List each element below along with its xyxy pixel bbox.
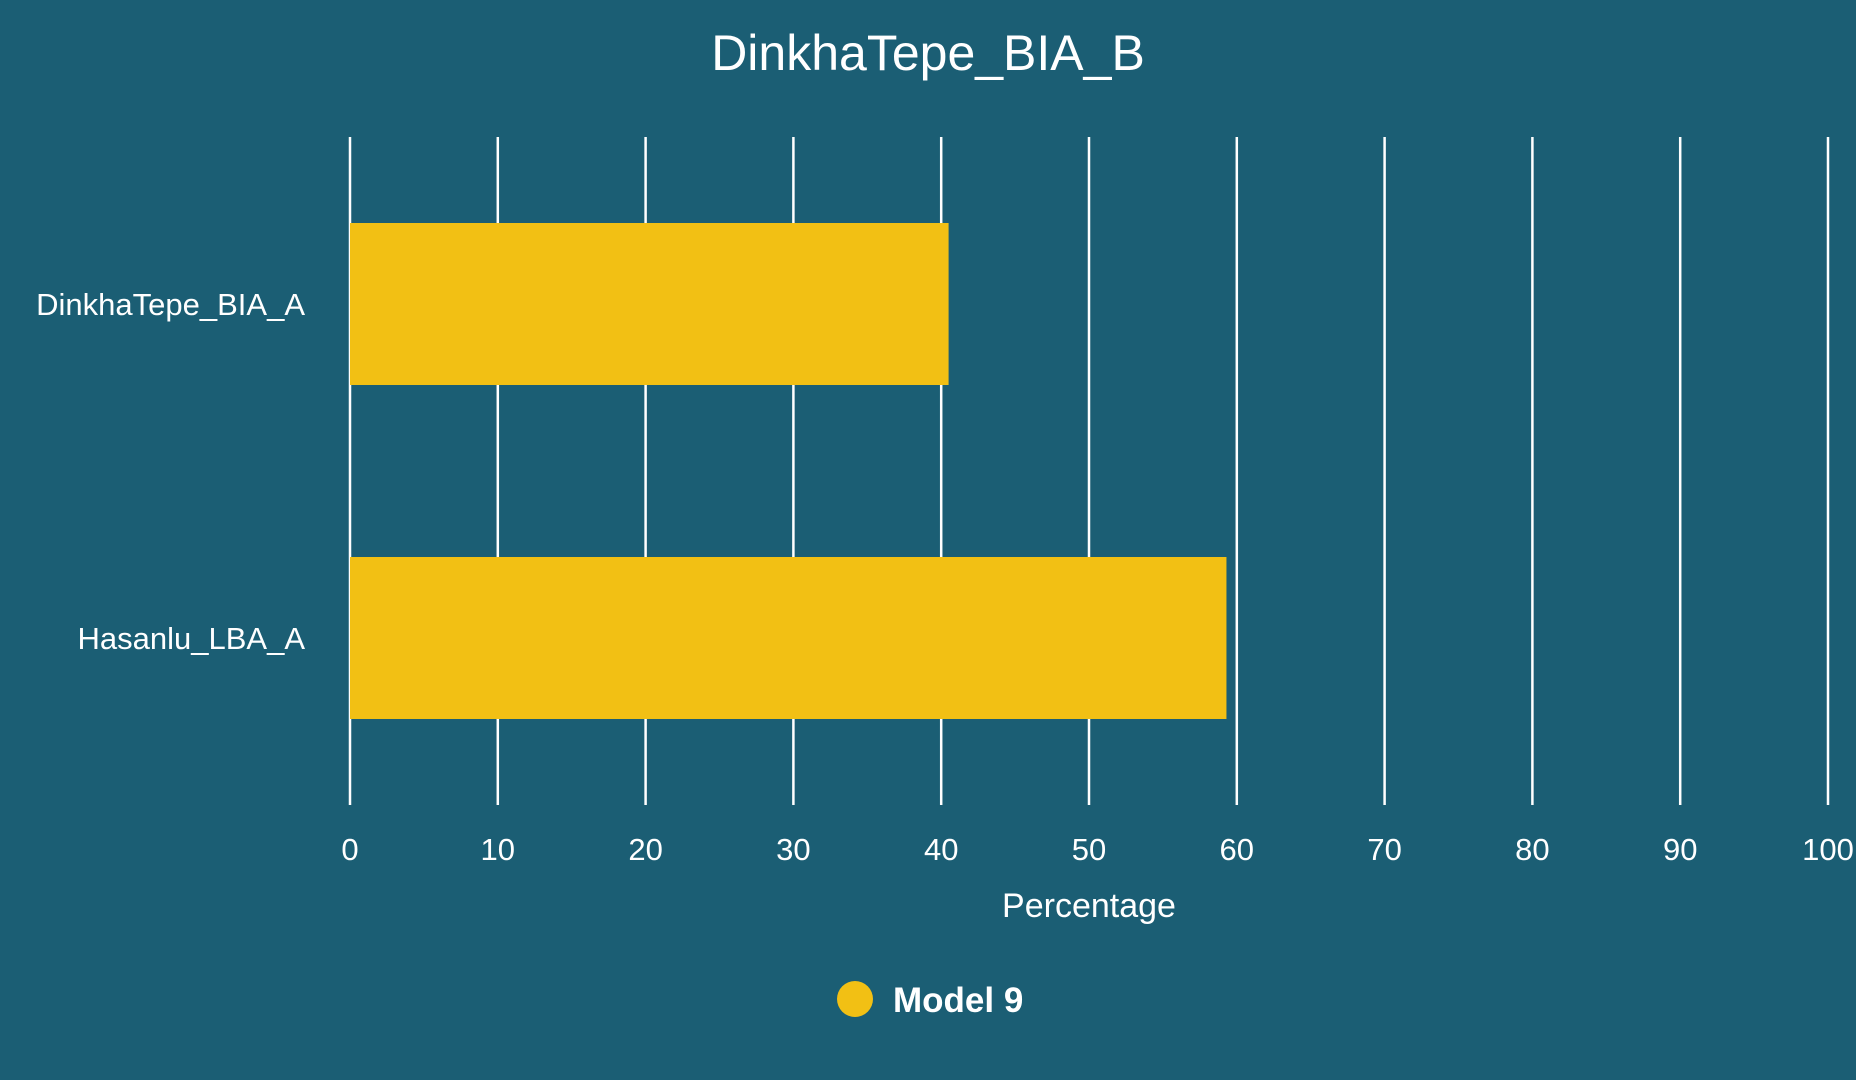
bars [350, 223, 1227, 719]
bar-hasanlu-lba-a[interactable] [350, 557, 1227, 719]
x-tick-labels: 0 10 20 30 40 50 60 70 80 90 100 [341, 832, 1853, 867]
category-labels: DinkhaTepe_BIA_A Hasanlu_LBA_A [36, 287, 305, 656]
x-tick-label-50: 50 [1072, 832, 1106, 867]
category-label-hasanlu-lba-a: Hasanlu_LBA_A [78, 621, 306, 656]
x-tick-label-80: 80 [1515, 832, 1549, 867]
category-label-dinkhatepe-bia-a: DinkhaTepe_BIA_A [36, 287, 305, 322]
legend-swatch [837, 981, 873, 1017]
x-tick-label-10: 10 [481, 832, 515, 867]
bar-dinkhatepe-bia-a[interactable] [350, 223, 949, 385]
x-tick-label-0: 0 [341, 832, 358, 867]
legend[interactable]: Model 9 [837, 981, 1023, 1020]
x-tick-label-100: 100 [1802, 832, 1854, 867]
x-tick-label-40: 40 [924, 832, 958, 867]
legend-label-model-9: Model 9 [893, 981, 1023, 1020]
x-tick-label-90: 90 [1663, 832, 1697, 867]
chart-title: DinkhaTepe_BIA_B [711, 25, 1145, 81]
x-tick-label-30: 30 [776, 832, 810, 867]
x-tick-label-70: 70 [1367, 832, 1401, 867]
x-tick-label-20: 20 [628, 832, 662, 867]
x-axis-label: Percentage [1002, 887, 1176, 925]
x-tick-label-60: 60 [1220, 832, 1254, 867]
